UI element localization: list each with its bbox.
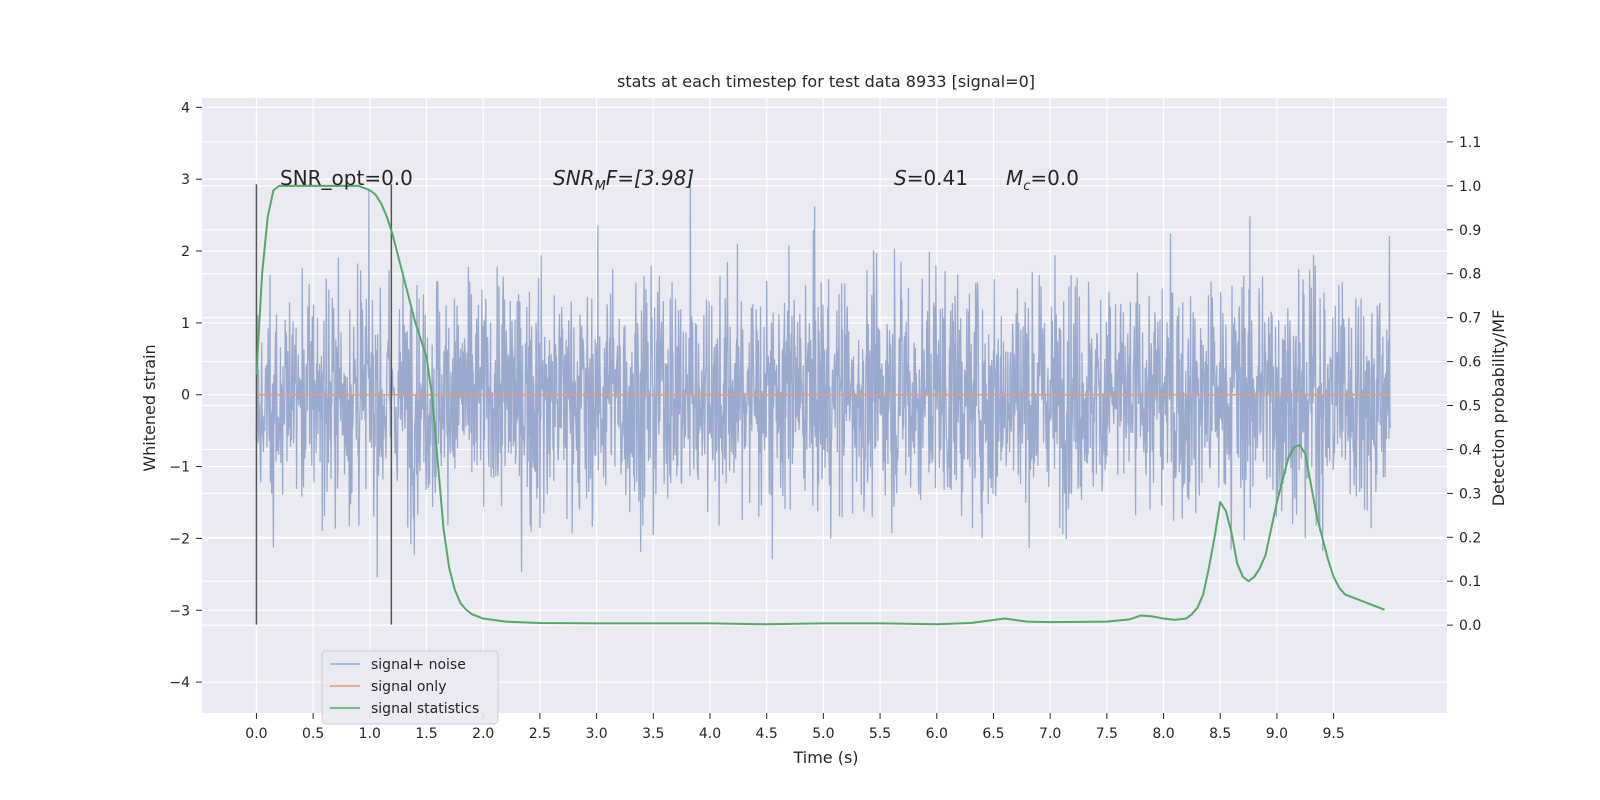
left-y-tick-label: 3: [181, 172, 190, 188]
x-tick-label: 6.0: [926, 726, 948, 742]
x-tick-label: 3.5: [642, 726, 664, 742]
right-y-tick-label: 0.3: [1459, 486, 1481, 502]
x-tick-label: 2.0: [472, 726, 494, 742]
legend-box: [321, 650, 499, 725]
x-tick-label: 1.0: [359, 726, 381, 742]
legend-label-signal-plus-noise: signal+ noise: [371, 657, 466, 673]
vertical-markers: [255, 184, 393, 625]
left-y-axis-ticks: 4 3 2 1 0 −1 −2 −3 −4: [169, 100, 202, 691]
x-tick-label: 4.5: [756, 726, 778, 742]
annotation-mc-sub: c: [1023, 179, 1030, 194]
chart-title: stats at each timestep for test data 893…: [617, 72, 1035, 91]
left-y-tick-label: −1: [169, 460, 190, 476]
x-tick-label: 6.5: [982, 726, 1004, 742]
annotation-snr-mf-base: SNR: [553, 166, 595, 190]
right-y-tick-label: 0.9: [1459, 223, 1481, 239]
annotation-mc: Mc=0.0: [1006, 166, 1079, 194]
x-tick-label: 1.5: [415, 726, 437, 742]
left-y-tick-label: −4: [169, 675, 190, 691]
legend: signal+ noise signal only signal statist…: [321, 650, 499, 725]
left-y-tick-label: −3: [169, 603, 190, 619]
x-tick-label: 4.0: [699, 726, 721, 742]
right-y-tick-label: 0.5: [1459, 399, 1481, 415]
annotations: SNR_opt=0.0 SNRMF=[3.98] S=0.41 Mc=0.0: [280, 166, 1079, 194]
right-y-tick-label: 0.1: [1459, 574, 1481, 590]
x-tick-label: 9.5: [1322, 726, 1344, 742]
legend-label-signal-only: signal only: [371, 679, 446, 695]
right-y-tick-label: 0.0: [1459, 618, 1481, 634]
signal-statistics-line: [255, 184, 1386, 626]
annotation-s: S=0.41: [894, 166, 968, 190]
annotation-snr-mf: SNRMF=[3.98]: [553, 166, 694, 194]
x-tick-label: 2.5: [529, 726, 551, 742]
right-y-tick-label: 1.1: [1459, 135, 1481, 151]
right-y-axis-ticks: 1.1 1.0 0.9 0.8 0.7 0.6 0.5 0.4 0.3 0.2 0.1 0.0: [1447, 135, 1481, 634]
x-axis-ticks: 0.0 0.5 1.0 1.5 2.0 2.5 3.0 3.5 4.0 4.5 5.0 5.5 6.0 6…: [245, 713, 1345, 742]
x-tick-label: 5.0: [812, 726, 834, 742]
annotation-mc-base: M: [1006, 166, 1023, 190]
right-y-tick-label: 0.7: [1459, 311, 1481, 327]
annotation-s-base: S: [894, 166, 907, 190]
x-tick-label: 7.0: [1039, 726, 1061, 742]
right-y-axis-label: Detection probability/MF: [1489, 310, 1508, 507]
x-tick-label: 3.0: [585, 726, 607, 742]
annotation-snr-opt: SNR_opt=0.0: [280, 166, 413, 190]
left-y-axis-label: Whitened strain: [140, 344, 159, 471]
x-tick-label: 8.5: [1209, 726, 1231, 742]
annotation-mc-rest: =0.0: [1030, 166, 1079, 190]
left-y-tick-label: 4: [181, 100, 190, 116]
left-y-tick-label: 0: [181, 388, 190, 404]
left-y-tick-label: 2: [181, 244, 190, 260]
left-y-tick-label: −2: [169, 531, 190, 547]
left-y-tick-label: 1: [181, 316, 190, 332]
x-tick-label: 5.5: [869, 726, 891, 742]
annotation-snr-mf-rest: F=[3.98]: [606, 166, 694, 190]
x-tick-label: 8.0: [1152, 726, 1174, 742]
right-y-tick-label: 0.6: [1459, 355, 1481, 371]
x-axis-label: Time (s): [792, 748, 858, 767]
x-tick-label: 7.5: [1096, 726, 1118, 742]
right-y-tick-label: 0.4: [1459, 442, 1481, 458]
x-tick-label: 0.5: [302, 726, 324, 742]
x-tick-label: 9.0: [1266, 726, 1288, 742]
annotation-snr-mf-sub: M: [595, 179, 606, 194]
right-y-tick-label: 1.0: [1459, 179, 1481, 195]
annotation-s-rest: =0.41: [907, 166, 968, 190]
series-signal-statistics: [255, 184, 1386, 626]
signal-plus-noise-line: [255, 173, 1391, 578]
series-signal-plus-noise: [255, 173, 1391, 578]
legend-label-signal-statistics: signal statistics: [371, 701, 479, 717]
x-tick-label: 0.0: [245, 726, 267, 742]
right-y-tick-label: 0.2: [1459, 530, 1481, 546]
right-y-tick-label: 0.8: [1459, 267, 1481, 283]
